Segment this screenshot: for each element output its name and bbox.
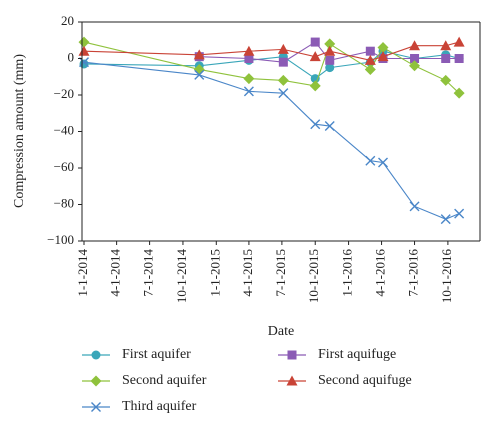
data-point-third-aquifer: [409, 201, 420, 212]
y-ticks: 20 0 −20 −40 −60 −80 −100: [47, 13, 82, 247]
data-point-first-aquifer: [79, 59, 89, 69]
x-tick-label: 1-1-2015: [207, 249, 222, 297]
legend: First aquifer First aquifuge Second aquife…: [82, 347, 412, 414]
y-axis-title: Compression amount (mm): [12, 54, 27, 208]
data-point-first-aquifuge: [454, 54, 464, 63]
x-tick-label: 7-1-2014: [141, 249, 156, 297]
data-point-second-aquifer: [377, 42, 389, 54]
data-point-first-aquifuge: [278, 57, 288, 67]
legend-label: First aquifer: [122, 347, 191, 362]
x-tick-label: 4-1-2015: [240, 249, 255, 297]
legend-item-third-aquifer: Third aquifer: [82, 399, 197, 414]
legend-item-second-aquifer: Second aquifer: [82, 373, 207, 388]
legend-marker: [286, 375, 298, 386]
y-tick-label: −40: [54, 122, 74, 137]
y-tick-label: −20: [54, 86, 74, 101]
data-point-second-aquifuge: [243, 45, 255, 56]
data-point-second-aquifuge: [324, 45, 336, 56]
data-point-second-aquifer: [277, 74, 289, 86]
data-point-second-aquifuge: [377, 51, 389, 62]
x-axis-title: Date: [268, 324, 294, 339]
data-point-second-aquifer: [324, 38, 336, 50]
data-point-first-aquifuge: [365, 46, 375, 56]
data-point-third-aquifer: [365, 155, 376, 166]
data-point-second-aquifuge: [277, 43, 289, 54]
x-tick-label: 10-1-2014: [174, 249, 189, 304]
x-tick-label: 7-1-2015: [273, 249, 288, 297]
x-tick-label: 4-1-2014: [108, 249, 123, 297]
legend-item-first-aquifer: First aquifer: [82, 347, 191, 362]
y-tick-label: −100: [47, 232, 74, 247]
data-point-third-aquifer: [454, 208, 465, 219]
data-point-second-aquifuge: [409, 40, 421, 51]
y-tick-label: −80: [54, 195, 74, 210]
series-first-aquifer: [79, 46, 464, 84]
data-point-first-aquifuge: [310, 37, 320, 47]
data-point-second-aquifer: [409, 60, 421, 72]
data-point-second-aquifer: [453, 87, 465, 99]
x-ticks: 1-1-2014 4-1-2014 7-1-2014 10-1-2014 1-1-201…: [75, 241, 454, 303]
x-tick-label: 1-1-2016: [340, 249, 355, 297]
data-point-third-aquifer: [440, 214, 451, 225]
data-point-third-aquifer: [79, 57, 89, 68]
x-tick-label: 10-1-2015: [306, 249, 321, 303]
data-point-second-aquifuge: [78, 45, 90, 56]
series-line-third-aquifer: [83, 61, 460, 220]
data-point-first-aquifuge: [244, 54, 254, 63]
data-point-second-aquifuge: [309, 51, 321, 62]
legend-label: Third aquifer: [122, 399, 197, 414]
series-third-aquifer: [79, 57, 465, 225]
data-point-third-aquifer: [194, 69, 205, 80]
data-point-second-aquifuge: [364, 54, 376, 65]
data-point-first-aquifuge: [441, 54, 451, 63]
data-point-third-aquifer: [310, 119, 321, 130]
x-tick-label: 1-1-2014: [75, 249, 90, 297]
legend-item-first-aquifuge: First aquifuge: [278, 347, 396, 362]
data-point-third-aquifer: [324, 121, 335, 132]
series-second-aquifer: [78, 36, 465, 99]
legend-label: Second aquifer: [122, 373, 207, 388]
data-point-first-aquifuge: [410, 54, 420, 63]
legend-label: Second aquifuge: [318, 373, 412, 388]
x-tick-label: 7-1-2016: [406, 249, 421, 297]
legend-marker: [287, 350, 297, 360]
legend-marker: [91, 350, 101, 360]
data-point-third-aquifer: [243, 86, 254, 97]
data-point-second-aquifuge: [440, 40, 452, 51]
x-tick-label: 10-1-2016: [439, 249, 454, 304]
legend-item-second-aquifuge: Second aquifuge: [278, 373, 412, 388]
data-point-second-aquifer: [78, 36, 90, 48]
legend-marker: [91, 402, 101, 412]
data-point-second-aquifer: [440, 74, 452, 86]
y-tick-label: 20: [61, 13, 74, 28]
data-point-second-aquifer: [309, 80, 321, 92]
x-tick-label: 4-1-2016: [373, 249, 388, 297]
data-point-first-aquifuge: [325, 55, 335, 65]
data-point-first-aquifer: [325, 63, 335, 73]
series-second-aquifuge: [78, 36, 465, 65]
data-point-third-aquifer: [378, 157, 389, 168]
series-layer: [78, 36, 465, 225]
data-point-third-aquifer: [278, 88, 289, 99]
y-tick-label: 0: [68, 49, 75, 64]
data-point-second-aquifuge: [453, 36, 465, 47]
legend-label: First aquifuge: [318, 347, 396, 362]
y-tick-label: −60: [54, 159, 74, 174]
legend-marker: [90, 375, 102, 387]
data-point-second-aquifer: [243, 73, 255, 85]
data-point-second-aquifuge: [193, 49, 205, 60]
data-point-second-aquifer: [364, 63, 376, 75]
